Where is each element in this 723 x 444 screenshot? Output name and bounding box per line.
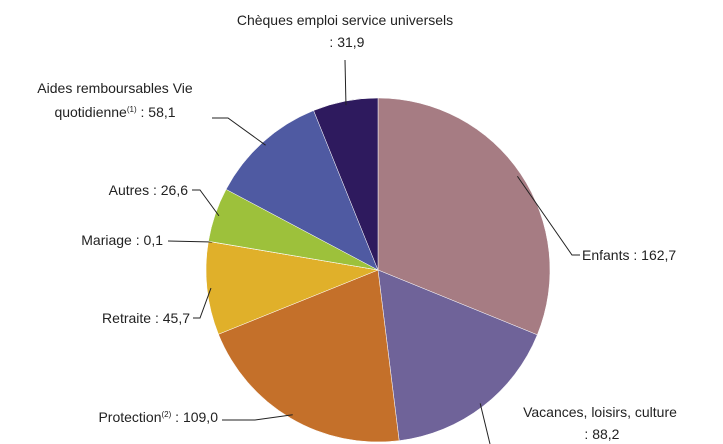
value-label: 31,9 — [337, 34, 365, 50]
leader-line — [222, 414, 293, 421]
footnote-mark: (2) — [161, 410, 172, 419]
pie-slice — [225, 110, 379, 271]
leader-line — [193, 287, 212, 319]
category-name: Mariage — [81, 232, 132, 248]
slice-label: Aides remboursables Vie quotidienne(1) :… — [10, 77, 220, 123]
slice-label: Protection(2) : 109,0 — [98, 404, 218, 428]
category-name: Protection — [98, 409, 162, 425]
category-name: Retraite — [102, 310, 152, 326]
value-label: 0,1 — [143, 232, 163, 248]
value-label: 109,0 — [182, 409, 218, 425]
leader-line — [479, 403, 491, 444]
value-label: 26,6 — [160, 182, 188, 198]
category-name: Vacances, loisirs, culture — [523, 404, 677, 420]
pie-slice — [218, 269, 400, 443]
category-name: Aides remboursables Vie quotidienne — [37, 80, 193, 120]
value-label: 88,2 — [592, 426, 620, 442]
label-separator: : — [131, 232, 144, 248]
slice-label: Vacances, loisirs, culture : 88,2 — [520, 401, 680, 444]
label-separator: : — [151, 310, 163, 326]
label-separator: : — [629, 247, 642, 263]
pie-slice — [313, 97, 379, 271]
category-name: Chèques emploi service universels — [236, 12, 454, 28]
leader-line — [344, 59, 347, 106]
label-separator: : — [149, 182, 161, 198]
value-label: 58,1 — [148, 104, 176, 120]
label-separator: : — [325, 34, 338, 50]
leader-line — [212, 117, 266, 146]
category-name: Enfants — [582, 247, 630, 263]
footnote-mark: (1) — [126, 105, 137, 114]
slice-label: Enfants : 162,7 — [582, 244, 676, 266]
value-label: 45,7 — [162, 310, 190, 326]
value-label: 162,7 — [641, 247, 677, 263]
category-name: Autres — [108, 182, 150, 198]
pie-slice — [205, 241, 379, 335]
slice-label: Autres : 26,6 — [109, 179, 188, 201]
pie-slice — [377, 269, 538, 441]
slice-label: Retraite : 45,7 — [102, 307, 190, 329]
leader-line — [192, 189, 220, 217]
slice-label: Chèques emploi service universels : 31,9 — [230, 9, 460, 53]
label-separator: : — [580, 426, 593, 442]
label-separator: : — [171, 409, 183, 425]
label-separator: : — [136, 104, 149, 120]
pie-slice — [377, 97, 551, 336]
slice-label: Mariage : 0,1 — [81, 229, 163, 251]
leader-line — [167, 240, 213, 243]
leader-line — [516, 175, 580, 256]
